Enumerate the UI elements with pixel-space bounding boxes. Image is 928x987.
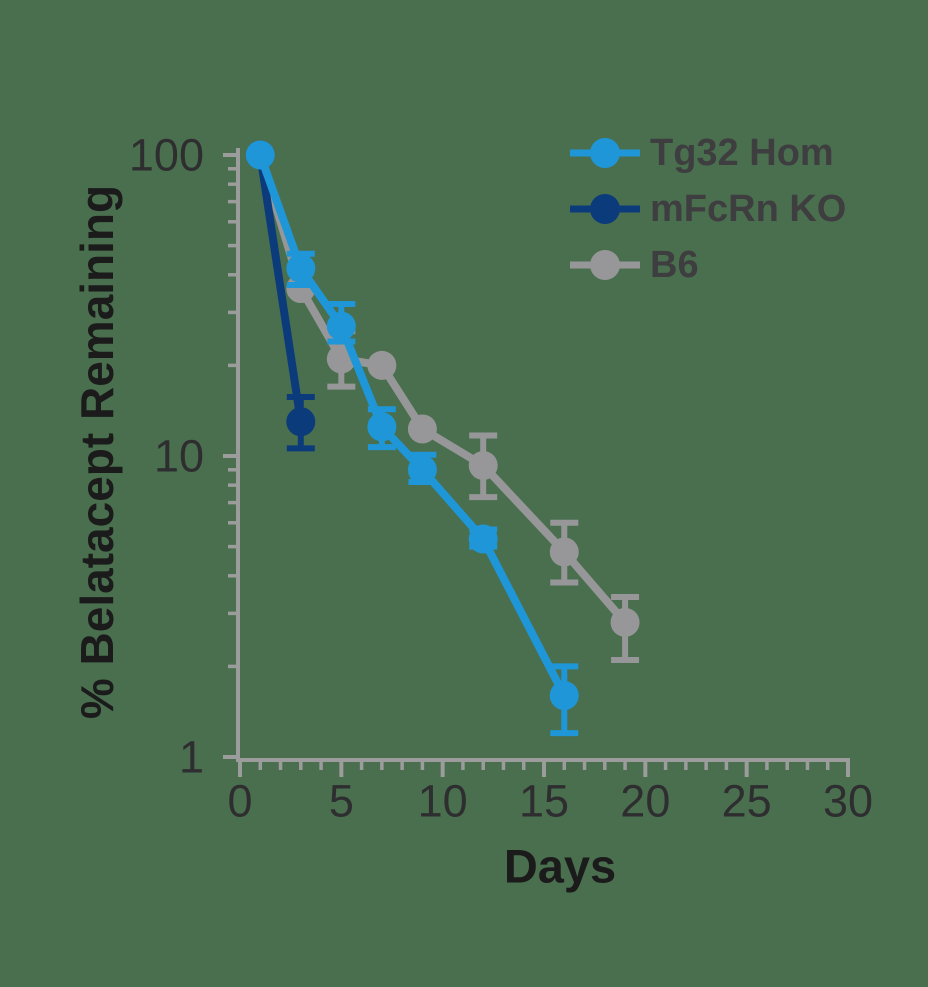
- data-point: [468, 450, 498, 480]
- x-tick-label: 30: [823, 776, 873, 827]
- x-tick-label: 5: [329, 776, 354, 827]
- data-point: [245, 140, 275, 170]
- data-point: [367, 350, 397, 380]
- legend-label: B6: [650, 244, 699, 286]
- x-tick-label: 20: [620, 776, 670, 827]
- legend-marker-circle: [590, 138, 620, 168]
- y-tick-label: 1: [179, 732, 204, 783]
- x-tick-label: 15: [519, 776, 569, 827]
- legend-item-tg32-hom: Tg32 Hom: [570, 132, 834, 174]
- y-tick-label: 100: [129, 130, 204, 181]
- data-series: [245, 140, 640, 737]
- data-point: [407, 414, 437, 444]
- y-tick-label: 10: [154, 431, 204, 482]
- data-point: [407, 455, 437, 485]
- data-point: [610, 607, 640, 637]
- series-b6: [245, 140, 640, 664]
- data-point: [286, 253, 316, 283]
- x-axis-title: Days: [504, 840, 616, 893]
- y-axis-title: % Belatacept Remaining: [71, 185, 123, 719]
- x-tick-label: 0: [227, 776, 252, 827]
- legend-marker-circle: [590, 250, 620, 280]
- legend-label: mFcRn KO: [650, 188, 846, 230]
- legend-label: Tg32 Hom: [650, 132, 834, 174]
- data-point: [326, 311, 356, 341]
- data-point: [549, 537, 579, 567]
- legend-marker-circle: [590, 194, 620, 224]
- x-tick-label: 10: [418, 776, 468, 827]
- data-point: [549, 681, 579, 711]
- data-point: [468, 524, 498, 554]
- axes: 100 10 10 5 10 15 20 25 30: [129, 130, 873, 827]
- series-line: [256, 154, 305, 423]
- data-point: [367, 412, 397, 442]
- x-tick-label: 25: [722, 776, 772, 827]
- data-point: [286, 407, 316, 437]
- legend-item-b6: B6: [570, 244, 699, 286]
- legend-item-mfcrn-ko: mFcRn KO: [570, 188, 846, 230]
- legend: Tg32 Hom mFcRn KO B6: [570, 132, 846, 286]
- series-tg32-hom: [245, 140, 579, 737]
